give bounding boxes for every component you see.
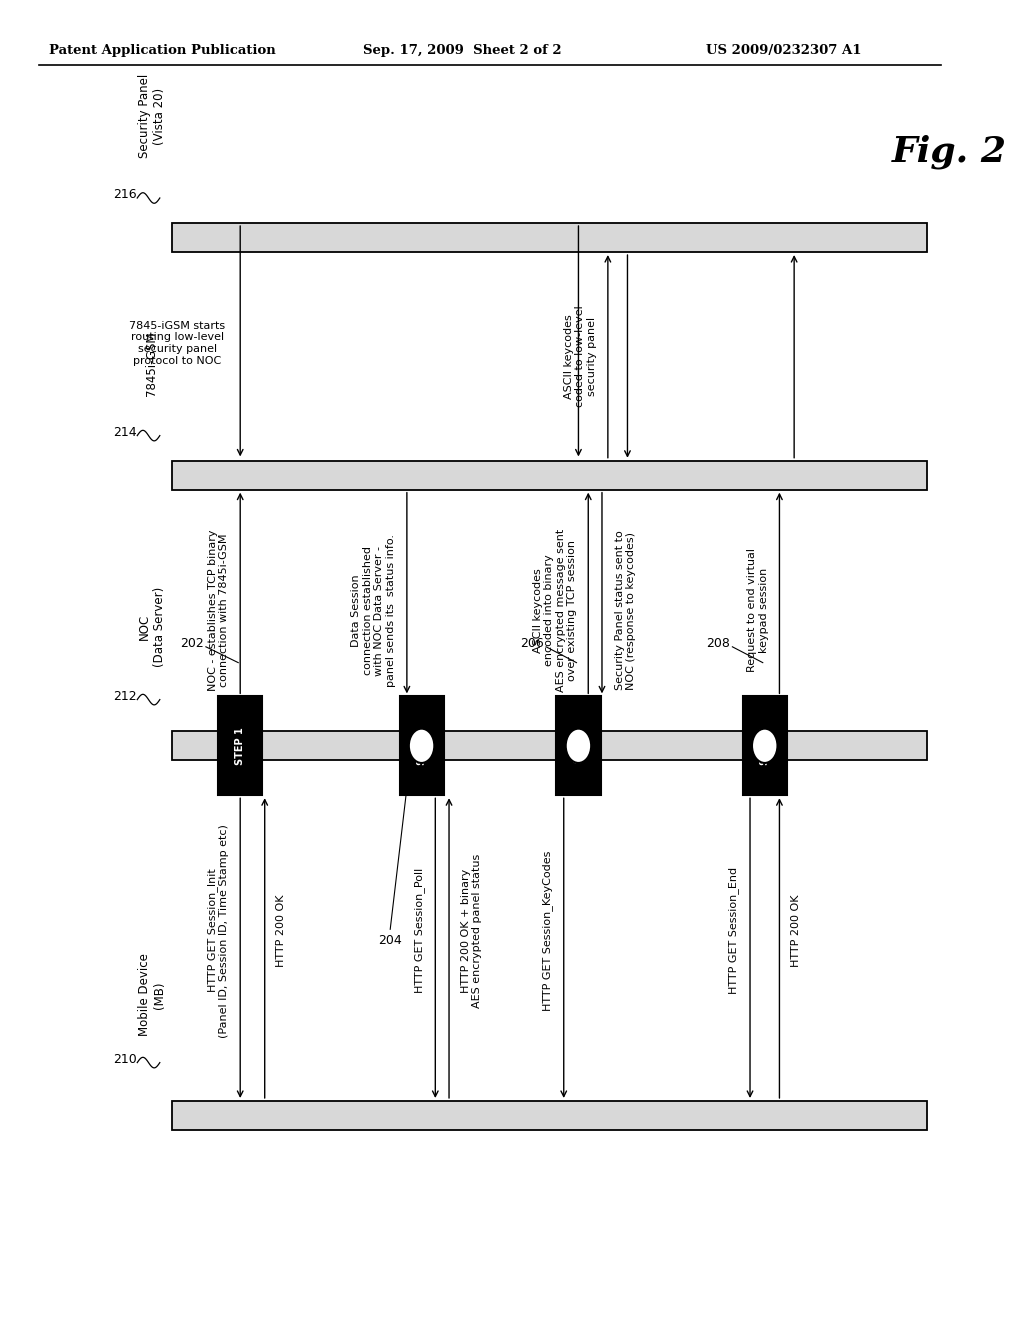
- Text: ASCII keycodes
encoded into binary
AES encrypted message sent
over existing TCP : ASCII keycodes encoded into binary AES e…: [532, 529, 578, 692]
- Text: HTTP 200 OK: HTTP 200 OK: [792, 895, 801, 966]
- Text: HTTP 200 OK + binary
AES encrypted panel status: HTTP 200 OK + binary AES encrypted panel…: [461, 854, 482, 1007]
- Text: HTTP GET Session_End: HTTP GET Session_End: [728, 867, 739, 994]
- Text: 210: 210: [113, 1052, 136, 1065]
- Text: 204: 204: [378, 933, 402, 946]
- Text: Data Session
connection established
with NOC Data Server -
panel sends its  stat: Data Session connection established with…: [351, 535, 396, 686]
- Circle shape: [565, 729, 591, 763]
- Text: US 2009/0232307 A1: US 2009/0232307 A1: [706, 44, 861, 57]
- Bar: [218, 697, 262, 795]
- Bar: [399, 697, 443, 795]
- Text: 7845-iGSM starts
routing low-level
security panel
protocol to NOC: 7845-iGSM starts routing low-level secur…: [129, 321, 225, 366]
- Bar: [172, 731, 927, 760]
- Text: 206: 206: [520, 636, 544, 649]
- Circle shape: [752, 729, 777, 763]
- Bar: [742, 697, 786, 795]
- Text: Security Panel status sent to
NOC (response to keycodes): Security Panel status sent to NOC (respo…: [614, 531, 636, 690]
- Text: NOC
(Data Server): NOC (Data Server): [138, 586, 166, 667]
- Text: HTTP GET Session_KeyCodes: HTTP GET Session_KeyCodes: [542, 850, 553, 1011]
- Text: Patent Application Publication: Patent Application Publication: [49, 44, 275, 57]
- Text: STEP 4: STEP 4: [760, 727, 770, 764]
- Text: 216: 216: [113, 187, 136, 201]
- Text: STEP 1: STEP 1: [236, 727, 245, 764]
- Bar: [556, 697, 600, 795]
- Text: STEP 2: STEP 2: [417, 727, 427, 764]
- Bar: [172, 461, 927, 490]
- Text: 208: 208: [707, 636, 730, 649]
- Text: HTTP GET Session_Init
(Panel ID, Session ID, Time Stamp etc): HTTP GET Session_Init (Panel ID, Session…: [207, 824, 229, 1038]
- Text: Mobile Device
(MB): Mobile Device (MB): [138, 953, 166, 1036]
- Text: Fig. 2: Fig. 2: [892, 135, 1008, 169]
- Text: 212: 212: [113, 689, 136, 702]
- Bar: [172, 223, 927, 252]
- Circle shape: [409, 729, 434, 763]
- Text: Security Panel
(Vista 20): Security Panel (Vista 20): [138, 74, 166, 158]
- Text: Sep. 17, 2009  Sheet 2 of 2: Sep. 17, 2009 Sheet 2 of 2: [362, 44, 561, 57]
- Text: NOC - establishes TCP binary
connection with 7845i-GSM: NOC - establishes TCP binary connection …: [208, 529, 229, 692]
- Text: HTTP 200 OK: HTTP 200 OK: [276, 895, 287, 966]
- Text: ASCII keycodes
coded to low-level
security panel: ASCII keycodes coded to low-level securi…: [564, 305, 597, 408]
- Text: 202: 202: [180, 636, 204, 649]
- Bar: [172, 1101, 927, 1130]
- Text: STEP3: STEP3: [573, 729, 584, 763]
- Text: 7845i-GSM: 7845i-GSM: [145, 331, 159, 396]
- Text: HTTP GET Session_Poll: HTTP GET Session_Poll: [414, 869, 425, 993]
- Text: 214: 214: [113, 425, 136, 438]
- Text: Request to end virtual
keypad session: Request to end virtual keypad session: [748, 549, 769, 672]
